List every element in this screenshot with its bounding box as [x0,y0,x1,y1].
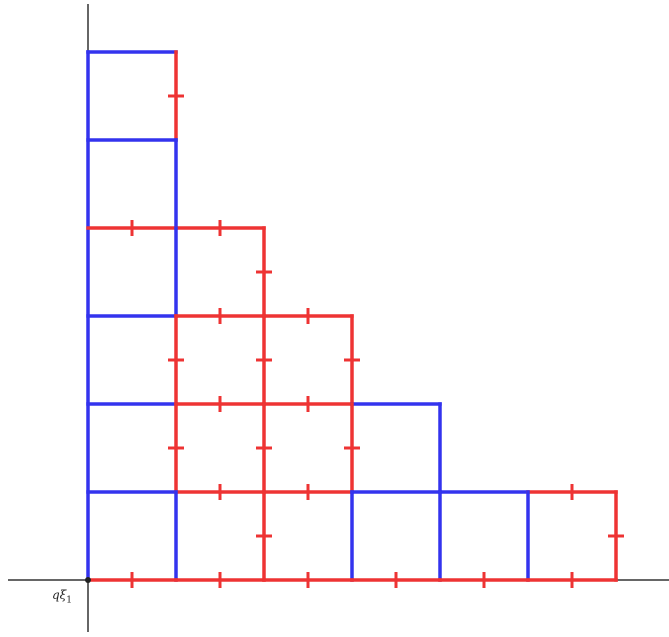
path-segments [86,50,624,588]
origin-label-main: qξ [52,588,67,602]
origin-dot [85,577,91,583]
origin-label: qξ1 [52,588,72,605]
origin-label-sub: 1 [66,595,73,606]
